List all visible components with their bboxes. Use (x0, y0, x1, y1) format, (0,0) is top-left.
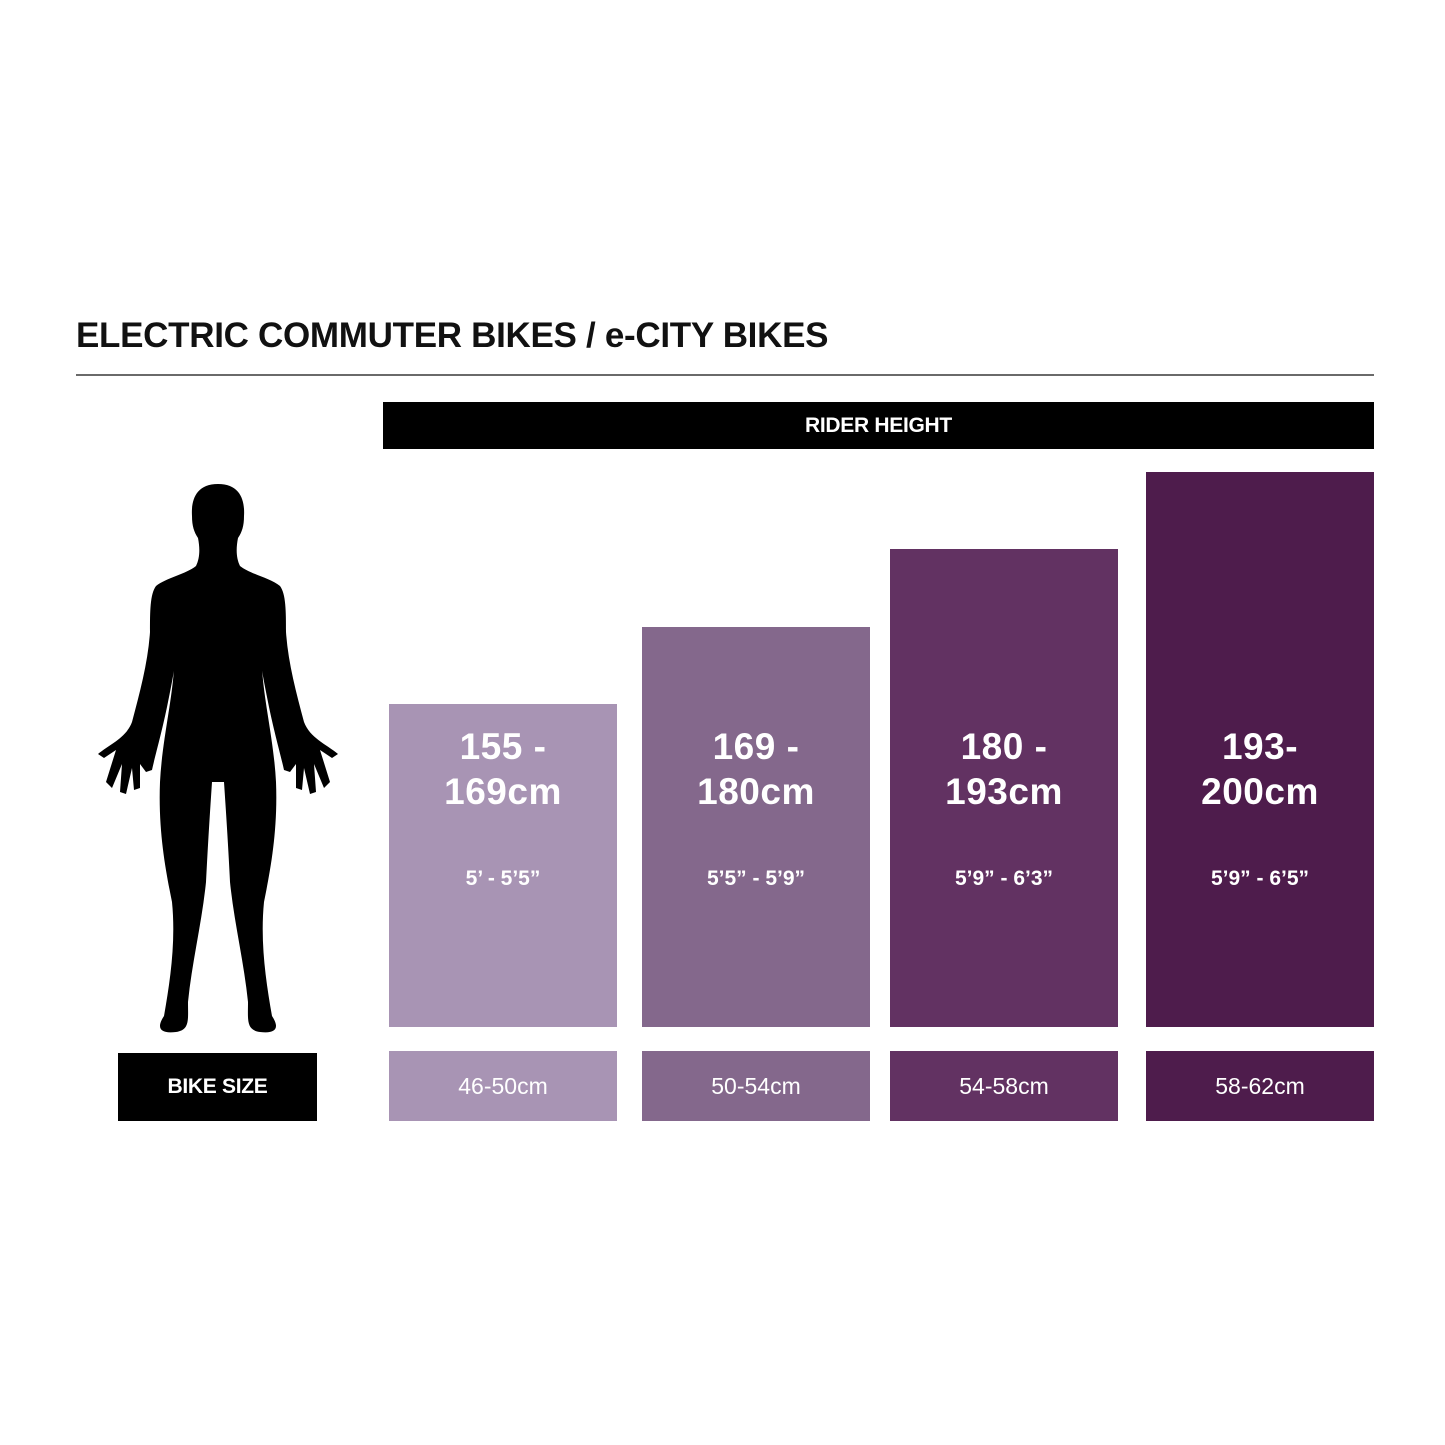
height-ft-range: 5’ - 5’5” (465, 867, 541, 890)
cm-line-1: 155 - (459, 726, 547, 767)
bike-size-cell-4: 58-62cm (1146, 1051, 1374, 1121)
height-cm-range: 180 -193cm (890, 724, 1118, 814)
cm-line-1: 169 - (712, 726, 800, 767)
height-cm-range: 169 -180cm (642, 724, 870, 814)
height-cm-range: 193- 200cm (1146, 724, 1374, 814)
rider-height-bar-2: 169 -180cm 5’5” - 5’9” (642, 627, 870, 1027)
bike-size-label: BIKE SIZE (118, 1053, 317, 1121)
rider-height-bar-3: 180 -193cm 5’9” - 6’3” (890, 549, 1118, 1027)
rider-height-header: RIDER HEIGHT (383, 402, 1374, 449)
cm-line-2: 169cm (444, 771, 562, 812)
cm-line-1: 180 - (960, 726, 1048, 767)
rider-height-bar-4: 193- 200cm 5’9” - 6’5” (1146, 472, 1374, 1027)
height-ft-range: 5’9” - 6’5” (1210, 867, 1310, 890)
cm-line-2: 200cm (1201, 771, 1319, 812)
chart-title: ELECTRIC COMMUTER BIKES / e-CITY BIKES (76, 316, 829, 355)
height-ft-range: 5’9” - 6’3” (954, 867, 1054, 890)
human-silhouette-icon (98, 484, 338, 1033)
bike-size-cell-2: 50-54cm (642, 1051, 870, 1121)
cm-line-1: 193- (1221, 726, 1299, 767)
rider-height-bar-1: 155 -169cm 5’ - 5’5” (389, 704, 617, 1027)
bike-size-cell-1: 46-50cm (389, 1051, 617, 1121)
bike-size-cell-3: 54-58cm (890, 1051, 1118, 1121)
title-divider (76, 374, 1374, 376)
height-cm-range: 155 -169cm (389, 724, 617, 814)
cm-line-2: 180cm (697, 771, 815, 812)
height-ft-range: 5’5” - 5’9” (706, 867, 806, 890)
cm-line-2: 193cm (945, 771, 1063, 812)
